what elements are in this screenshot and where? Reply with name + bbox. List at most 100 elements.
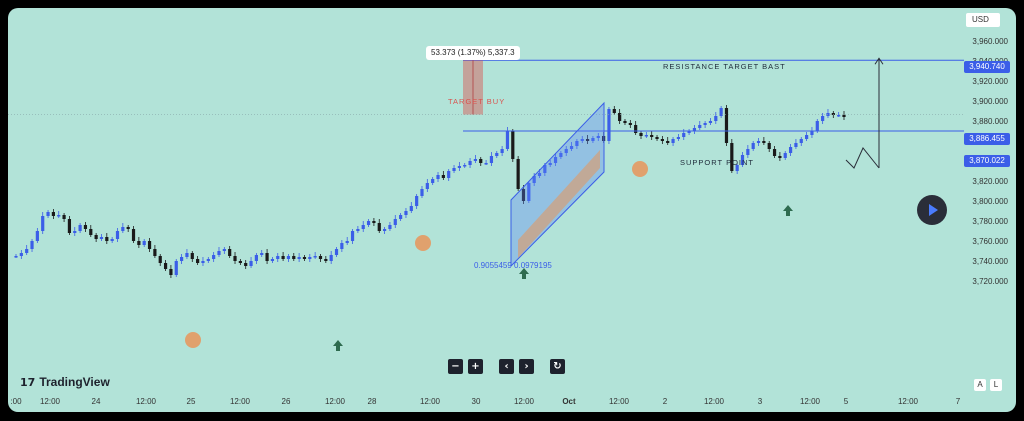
- candle-body: [372, 221, 376, 223]
- candle-body: [163, 263, 168, 269]
- scroll-left-button[interactable]: ‹: [499, 359, 514, 374]
- candle-body: [409, 206, 413, 211]
- candle-body: [537, 173, 542, 176]
- candle-body: [436, 175, 440, 179]
- candle-body: [772, 149, 777, 156]
- candle-body: [650, 135, 654, 137]
- candle-body: [158, 256, 162, 263]
- candle-body: [511, 131, 515, 159]
- candle-body: [628, 123, 632, 125]
- candle-body: [484, 163, 488, 165]
- candle-body: [41, 216, 45, 231]
- candle-body: [810, 131, 814, 135]
- candle-body: [25, 249, 29, 253]
- candle-body: [142, 241, 146, 245]
- candle-body: [692, 128, 697, 131]
- candle-body: [521, 189, 526, 201]
- candle-body: [51, 212, 55, 216]
- price-axis-label: 3,880.000: [972, 117, 1008, 126]
- candle-body: [404, 211, 408, 215]
- current-price-tag: 3,886.455: [964, 133, 1010, 145]
- candle-body: [724, 108, 729, 143]
- candle-body: [842, 115, 846, 117]
- candle-body: [308, 257, 312, 259]
- resistance-label: RESISTANCE TARGET BAST: [660, 62, 789, 71]
- chart-canvas[interactable]: [8, 8, 1016, 412]
- candle-body: [147, 241, 152, 249]
- resistance-price-tag: 3,940.740: [964, 61, 1010, 73]
- time-axis-label: 12:00: [513, 397, 535, 406]
- candle-body: [350, 231, 355, 241]
- support-price-tag: 3,870.022: [964, 155, 1010, 167]
- candle-body: [249, 261, 253, 266]
- candle-body: [740, 155, 745, 165]
- scroll-right-button[interactable]: ›: [519, 359, 534, 374]
- candle-body: [607, 109, 611, 141]
- candle-body: [281, 256, 285, 259]
- candle-body: [265, 253, 269, 261]
- candle-body: [180, 257, 184, 261]
- candle-body: [463, 165, 467, 167]
- time-axis-label: :00: [10, 397, 22, 406]
- candle-body: [505, 131, 510, 149]
- candle-body: [703, 123, 707, 125]
- candle-body: [618, 113, 622, 121]
- candle-body: [110, 239, 114, 241]
- candle-body: [276, 256, 280, 259]
- candle-body: [174, 261, 178, 275]
- currency-selector[interactable]: USD: [966, 13, 1000, 27]
- price-axis-label: 3,760.000: [972, 237, 1008, 246]
- candle-body: [815, 121, 819, 131]
- time-axis-label: 3: [757, 397, 763, 406]
- candle-body: [580, 139, 584, 141]
- candle-body: [19, 253, 23, 256]
- price-axis-label: 3,900.000: [972, 97, 1008, 106]
- candle-body: [559, 153, 563, 157]
- log-scale-toggle[interactable]: L: [990, 379, 1002, 391]
- candle-body: [468, 161, 472, 165]
- zoom-out-button[interactable]: −: [448, 359, 463, 374]
- candle-body: [388, 225, 392, 229]
- candle-body: [623, 121, 627, 123]
- candle-body: [762, 141, 766, 143]
- time-axis-label: 12:00: [419, 397, 441, 406]
- play-button[interactable]: [917, 195, 947, 225]
- candle-body: [302, 257, 307, 259]
- candle-body: [222, 249, 226, 251]
- zoom-in-button[interactable]: +: [468, 359, 483, 374]
- candle-body: [345, 241, 349, 243]
- candle-body: [527, 183, 531, 201]
- candle-body: [399, 215, 403, 219]
- projection-arrow-head: [874, 57, 884, 65]
- time-axis-label: Oct: [562, 397, 576, 406]
- candle-body: [393, 219, 397, 225]
- highlight-circle: [632, 161, 648, 177]
- auto-scale-toggle[interactable]: A: [974, 379, 986, 391]
- candle-body: [366, 221, 371, 225]
- tradingview-logo[interactable]: 17 TradingView: [20, 375, 110, 389]
- candle-body: [687, 131, 691, 133]
- candle-body: [233, 256, 237, 261]
- orange-channel-fill: [518, 150, 600, 258]
- candle-body: [318, 256, 323, 259]
- candle-body: [153, 249, 157, 256]
- reset-button[interactable]: ↻: [550, 359, 565, 374]
- candle-body: [821, 116, 825, 121]
- candle-body: [196, 259, 200, 263]
- candle-body: [115, 231, 120, 239]
- candle-body: [212, 255, 216, 259]
- candle-body: [682, 133, 686, 137]
- candle-body: [548, 163, 552, 165]
- candle-body: [634, 125, 638, 133]
- time-axis-label: 12:00: [324, 397, 346, 406]
- candle-body: [201, 261, 205, 263]
- candle-body: [131, 229, 136, 241]
- candle-body: [698, 125, 702, 128]
- candle-body: [516, 159, 520, 189]
- candle-body: [612, 109, 616, 113]
- candle-body: [553, 157, 558, 163]
- candle-body: [639, 133, 643, 136]
- time-axis-label: 25: [186, 397, 196, 406]
- price-axis-label: 3,960.000: [972, 37, 1008, 46]
- candle-body: [185, 253, 189, 257]
